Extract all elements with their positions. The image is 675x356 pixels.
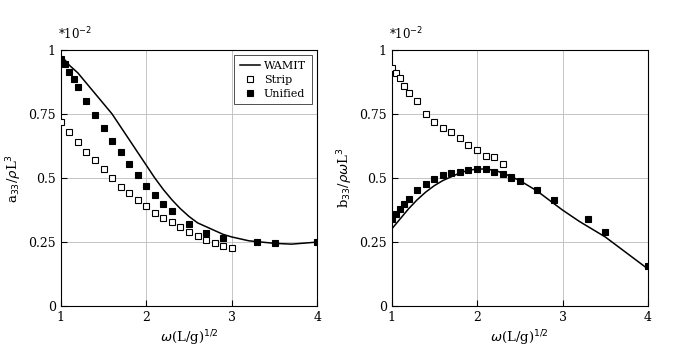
Unified [253,240,261,244]
Unified [151,193,159,197]
WAMIT [211,229,219,233]
WAMIT [65,63,74,67]
Unified [91,113,99,117]
Unified [70,77,78,82]
Strip [219,244,227,248]
WAMIT [117,125,125,129]
Strip [99,167,107,171]
WAMIT [151,176,159,180]
WAMIT [74,71,82,75]
Strip [134,198,142,202]
WAMIT [91,91,99,95]
Y-axis label: a$_{33}$/$\rho$L$^3$: a$_{33}$/$\rho$L$^3$ [5,153,24,203]
Unified [125,162,133,166]
Strip [168,219,176,224]
Strip [74,140,82,144]
WAMIT [57,56,65,60]
Strip [82,150,90,155]
Unified [74,85,82,89]
Strip [65,130,74,134]
WAMIT [176,206,184,211]
Strip [57,120,65,124]
Unified [159,201,167,206]
WAMIT [288,242,296,246]
Unified [142,184,151,188]
Unified [271,241,279,246]
Strip [159,216,167,220]
WAMIT [61,58,69,62]
WAMIT [227,235,236,239]
Strip [202,237,210,242]
Unified [57,57,65,61]
Strip [211,241,219,246]
Unified [108,139,116,143]
WAMIT [108,112,116,116]
WAMIT [82,81,90,85]
Text: *10$^{-2}$: *10$^{-2}$ [58,26,92,42]
Unified [61,62,69,66]
X-axis label: $\omega$(L/g)$^{1/2}$: $\omega$(L/g)$^{1/2}$ [159,328,219,348]
Strip [108,176,116,180]
Strip [142,204,151,208]
Unified [82,99,90,103]
Strip [125,191,133,195]
Unified [219,236,227,240]
WAMIT [134,150,142,155]
Y-axis label: b$_{33}$/$\rho\omega$L$^3$: b$_{33}$/$\rho\omega$L$^3$ [335,148,355,208]
Line: Unified: Unified [57,56,321,246]
WAMIT [159,187,167,192]
WAMIT [185,214,193,219]
Strip [91,158,99,162]
Strip [185,230,193,234]
X-axis label: $\omega$(L/g)$^{1/2}$: $\omega$(L/g)$^{1/2}$ [490,328,549,348]
WAMIT [219,232,227,236]
WAMIT [99,101,107,106]
Unified [134,173,142,178]
Strip [117,185,125,189]
Legend: WAMIT, Strip, Unified: WAMIT, Strip, Unified [234,56,312,104]
WAMIT [271,241,279,246]
Unified [117,150,125,155]
Unified [65,69,74,74]
Strip [151,210,159,215]
Strip [194,234,202,238]
WAMIT [313,240,321,244]
Strip [227,246,236,251]
Unified [99,126,107,130]
Line: WAMIT: WAMIT [61,58,317,244]
WAMIT [168,198,176,202]
WAMIT [142,163,151,167]
Strip [176,225,184,229]
Unified [202,231,210,235]
Unified [313,240,321,244]
WAMIT [245,239,253,243]
Line: Strip: Strip [57,119,235,252]
Unified [185,222,193,226]
Unified [168,209,176,214]
WAMIT [194,221,202,225]
WAMIT [202,225,210,229]
Text: *10$^{-2}$: *10$^{-2}$ [389,26,423,42]
WAMIT [125,137,133,142]
